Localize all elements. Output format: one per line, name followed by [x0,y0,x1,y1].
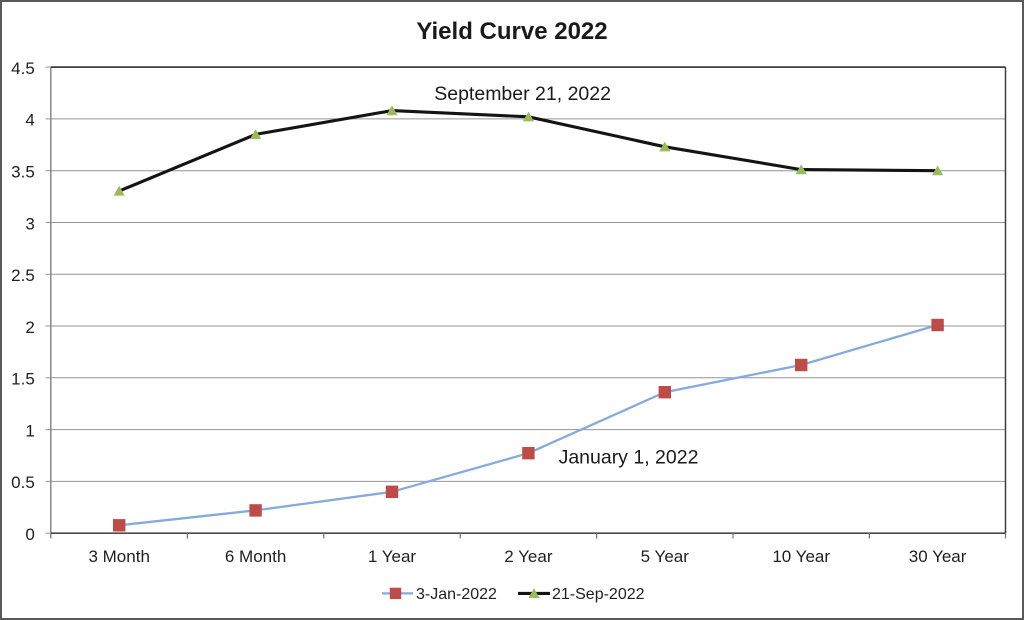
svg-text:2: 2 [25,318,34,337]
svg-text:3: 3 [25,214,34,233]
svg-text:4: 4 [25,111,34,130]
svg-text:1 Year: 1 Year [368,547,417,566]
svg-text:Yield Curve 2022: Yield Curve 2022 [416,18,607,45]
svg-text:1.5: 1.5 [11,370,35,389]
svg-text:2 Year: 2 Year [504,547,553,566]
svg-text:January 1, 2022: January 1, 2022 [559,446,699,468]
svg-text:3.5: 3.5 [11,163,35,182]
svg-text:10 Year: 10 Year [772,547,830,566]
svg-text:3 Month: 3 Month [88,547,149,566]
svg-text:21-Sep-2022: 21-Sep-2022 [552,586,645,603]
svg-text:3-Jan-2022: 3-Jan-2022 [416,586,497,603]
svg-text:0.5: 0.5 [11,473,35,492]
svg-text:30 Year: 30 Year [909,547,967,566]
svg-text:4.5: 4.5 [11,59,35,78]
svg-text:6 Month: 6 Month [225,547,286,566]
svg-text:0: 0 [25,525,34,544]
svg-text:5 Year: 5 Year [641,547,690,566]
svg-text:September 21, 2022: September 21, 2022 [434,83,611,105]
svg-text:1: 1 [25,421,34,440]
svg-text:2.5: 2.5 [11,266,35,285]
